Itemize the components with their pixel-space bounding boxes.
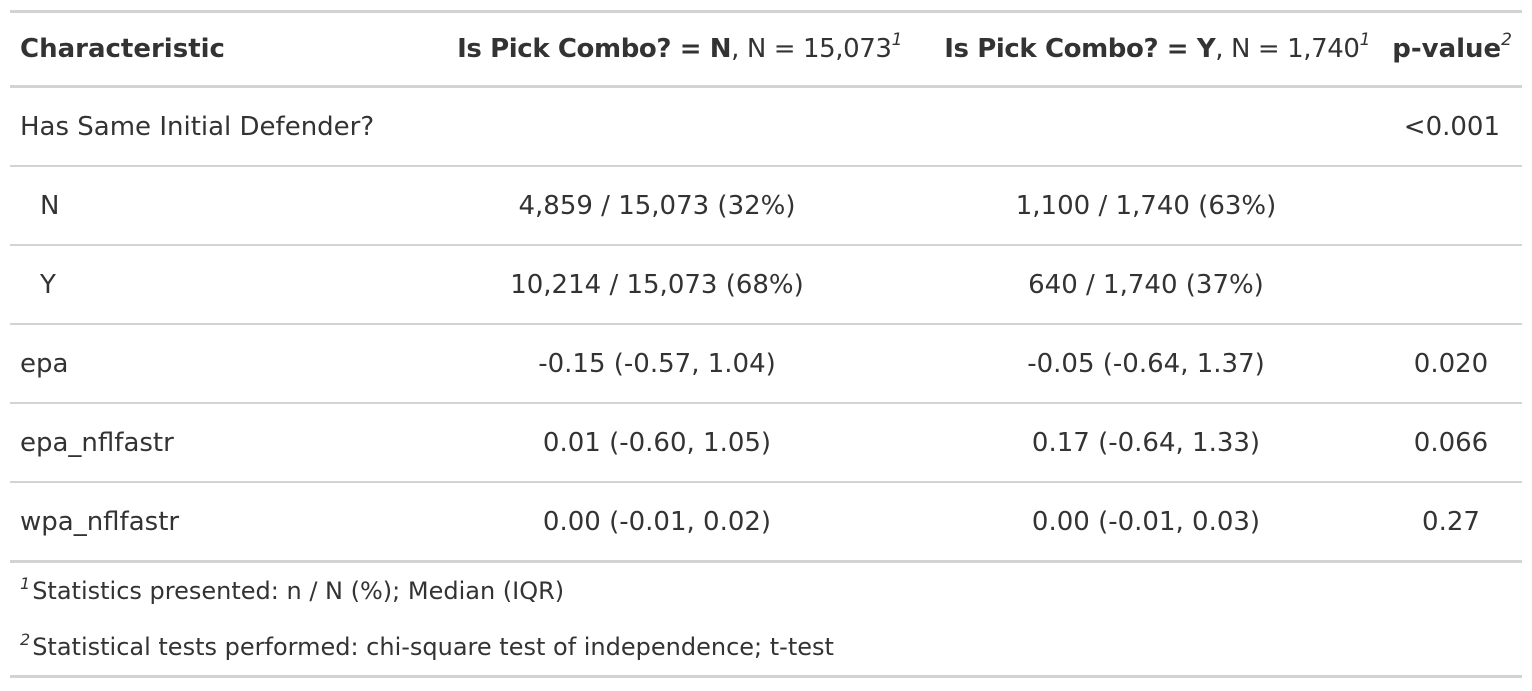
table-header: Characteristic Is Pick Combo? = N, N = 1… — [10, 11, 1522, 87]
header-characteristic: Characteristic — [10, 12, 402, 87]
summary-table: Characteristic Is Pick Combo? = N, N = 1… — [10, 10, 1522, 678]
header-pick-combo-n-count: , N = 15,073 — [731, 34, 892, 64]
cell-pick-combo-y: -0.05 (-0.64, 1.37) — [1027, 348, 1265, 379]
row-label: Has Same Initial Defender? — [20, 111, 375, 142]
table-footnotes: 1Statistics presented: n / N (%); Median… — [10, 562, 1522, 677]
cell-pick-combo-y: 0.17 (-0.64, 1.33) — [1031, 427, 1261, 458]
table-row: wpa_nflfastr 0.00 (-0.01, 0.02) 0.00 (-0… — [10, 482, 1522, 562]
table-row: N 4,859 / 15,073 (32%) 1,100 / 1,740 (63… — [10, 166, 1522, 245]
row-label: Y — [40, 269, 56, 300]
cell-pvalue: 0.020 — [1413, 348, 1489, 379]
cell-pick-combo-y: 0.00 (-0.01, 0.03) — [1031, 506, 1261, 537]
row-label: N — [40, 190, 60, 221]
cell-pick-combo-y — [912, 87, 1380, 167]
header-pick-combo-y-bold: Is Pick Combo? = Y — [944, 34, 1216, 64]
cell-pick-combo-n: 0.00 (-0.01, 0.02) — [542, 506, 772, 537]
cell-pick-combo-n: 0.01 (-0.60, 1.05) — [542, 427, 772, 458]
footnote-1-mark: 1 — [20, 574, 31, 593]
cell-pick-combo-y: 640 / 1,740 (37%) — [1028, 269, 1264, 300]
header-pvalue: p-value2 — [1380, 12, 1522, 87]
table-row: epa_nflfastr 0.01 (-0.60, 1.05) 0.17 (-0… — [10, 403, 1522, 482]
table-body: Has Same Initial Defender? <0.001 N 4,85… — [10, 87, 1522, 562]
cell-pvalue: 0.27 — [1422, 506, 1480, 537]
footnote-1: 1Statistics presented: n / N (%); Median… — [10, 562, 1522, 620]
header-pick-combo-n-bold: Is Pick Combo? = N — [457, 34, 732, 64]
cell-pvalue — [1380, 245, 1522, 324]
cell-pvalue: <0.001 — [1403, 111, 1500, 142]
footnote-2: 2Statistical tests performed: chi-square… — [10, 619, 1522, 677]
cell-pick-combo-n — [402, 87, 912, 167]
cell-pick-combo-n: -0.15 (-0.57, 1.04) — [538, 348, 776, 379]
row-label: wpa_nflfastr — [20, 506, 180, 537]
cell-pick-combo-y: 1,100 / 1,740 (63%) — [1015, 190, 1277, 221]
row-label: epa_nflfastr — [20, 427, 174, 458]
cell-pvalue: 0.066 — [1413, 427, 1489, 458]
header-pick-combo-y: Is Pick Combo? = Y, N = 1,7401 — [912, 12, 1380, 87]
table-row: Y 10,214 / 15,073 (68%) 640 / 1,740 (37%… — [10, 245, 1522, 324]
header-pick-combo-n-footnote-mark: 1 — [891, 30, 903, 50]
footnote-row: 2Statistical tests performed: chi-square… — [10, 619, 1522, 677]
row-label: epa — [20, 348, 69, 379]
footnote-1-text: Statistics presented: n / N (%); Median … — [32, 577, 565, 605]
table-row: epa -0.15 (-0.57, 1.04) -0.05 (-0.64, 1.… — [10, 324, 1522, 403]
footnote-2-text: Statistical tests performed: chi-square … — [32, 633, 834, 661]
table-row: Has Same Initial Defender? <0.001 — [10, 87, 1522, 167]
cell-pick-combo-n: 4,859 / 15,073 (32%) — [518, 190, 796, 221]
header-pick-combo-n: Is Pick Combo? = N, N = 15,0731 — [402, 12, 912, 87]
footnote-2-mark: 2 — [20, 630, 31, 649]
summary-table-container: Characteristic Is Pick Combo? = N, N = 1… — [10, 10, 1522, 678]
header-row: Characteristic Is Pick Combo? = N, N = 1… — [10, 11, 1522, 87]
header-pick-combo-y-count: , N = 1,740 — [1215, 34, 1360, 64]
cell-pick-combo-n: 10,214 / 15,073 (68%) — [510, 269, 804, 300]
header-characteristic-label: Characteristic — [20, 34, 225, 64]
header-pvalue-label: p-value — [1392, 34, 1502, 64]
footnote-row: 1Statistics presented: n / N (%); Median… — [10, 562, 1522, 620]
cell-pvalue — [1380, 166, 1522, 245]
header-pick-combo-y-footnote-mark: 1 — [1359, 30, 1371, 50]
header-pvalue-footnote-mark: 2 — [1501, 30, 1512, 50]
